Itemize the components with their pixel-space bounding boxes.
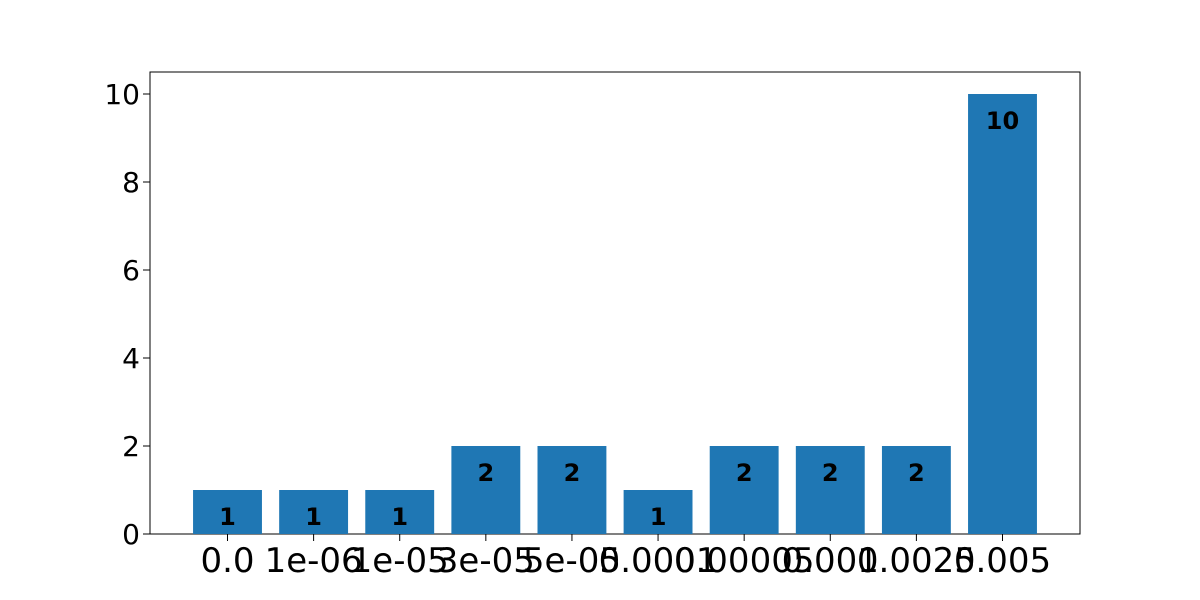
x-tick-label: 1e-06	[265, 541, 363, 581]
bar-labels-group: 1 1 1 2 2 1 2 2 2 10	[219, 107, 1019, 531]
bar	[365, 490, 435, 534]
bars-group	[193, 94, 1037, 534]
x-tick-label: 5e-05	[523, 541, 621, 581]
bar-data-label: 10	[986, 107, 1019, 135]
bar-data-label: 1	[650, 503, 667, 531]
bar-data-label: 1	[391, 503, 408, 531]
x-tick-label: 0.001	[782, 541, 879, 581]
bar-data-label: 2	[822, 459, 839, 487]
bar	[451, 446, 521, 534]
bar	[709, 446, 779, 534]
bar	[193, 490, 262, 534]
y-tick-label: 6	[122, 254, 140, 287]
bar	[795, 446, 865, 534]
bar	[968, 94, 1037, 534]
bar	[279, 490, 349, 534]
bar-data-label: 2	[564, 459, 581, 487]
x-tick-label: 0.005	[954, 541, 1051, 581]
bar-data-label: 2	[736, 459, 753, 487]
y-axis: 0 2 4 6 8 10	[104, 78, 150, 551]
x-tick-label: 0.0001	[599, 541, 718, 581]
x-axis: 0.0 1e-061e-053e-055e-050.00010.000050.00…	[200, 534, 1051, 581]
x-tick-label: 1e-05	[351, 541, 449, 581]
x-tick-label: 0.0025	[857, 541, 976, 581]
x-tick-label: 0.00005	[674, 541, 815, 581]
y-tick-label: 10	[104, 78, 140, 111]
bar-data-label: 2	[477, 459, 494, 487]
bar-data-label: 1	[219, 503, 236, 531]
x-tick-label: 3e-05	[437, 541, 535, 581]
x-tick-label: 0.0	[200, 541, 254, 581]
y-tick-label: 2	[122, 430, 140, 463]
y-tick-label: 8	[122, 166, 140, 199]
y-tick-label: 4	[122, 342, 140, 375]
bar-data-label: 1	[305, 503, 322, 531]
bar-data-label: 2	[908, 459, 925, 487]
bar	[537, 446, 607, 534]
y-tick-label: 0	[122, 518, 140, 551]
bar	[623, 490, 693, 534]
bar	[881, 446, 951, 534]
